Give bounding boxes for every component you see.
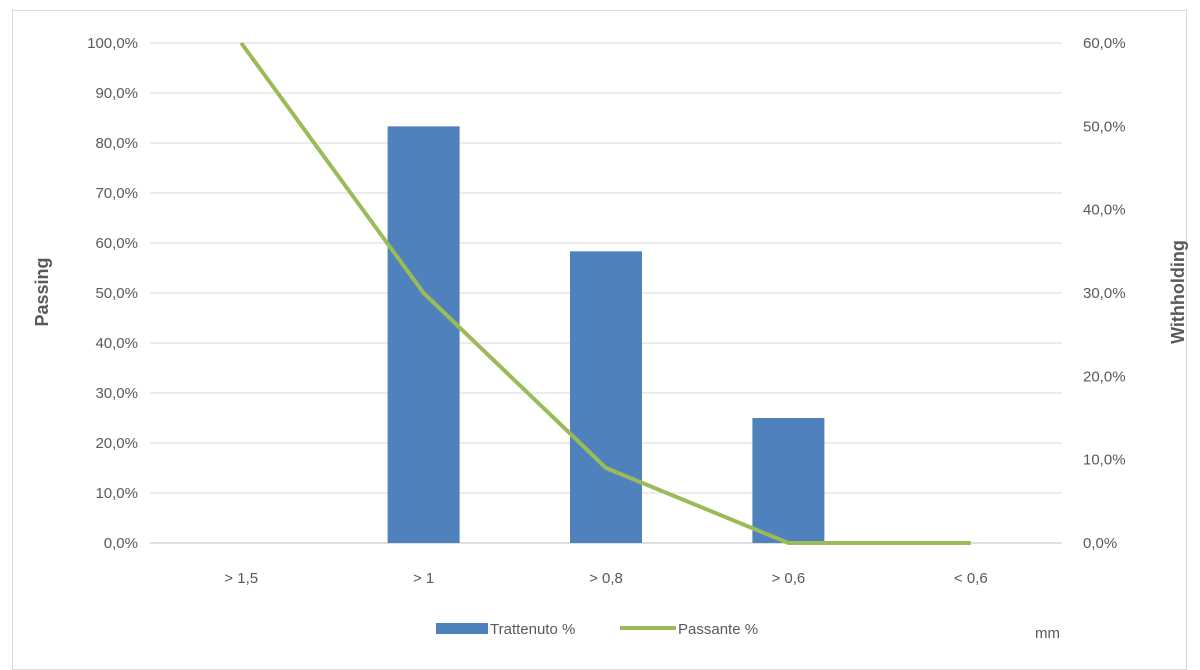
y-tick-label: 90,0%: [95, 85, 138, 102]
y-tick-label: 40,0%: [95, 335, 138, 352]
legend-label-trattenuto: Trattenuto %: [490, 621, 575, 638]
bar: [570, 251, 642, 544]
y-axis-title: Passing: [32, 257, 52, 326]
y-tick-label: 100,0%: [87, 35, 138, 52]
x-tick-label: > 1,5: [224, 570, 258, 587]
series-line: [239, 41, 971, 545]
y2-tick-label: 20,0%: [1083, 368, 1126, 385]
y2-axis-title: Withholding: [1168, 240, 1188, 344]
y-tick-label: 50,0%: [95, 285, 138, 302]
y-tick-label: 10,0%: [95, 485, 138, 502]
bar: [387, 126, 460, 543]
x-tick-label: < 0,6: [954, 570, 988, 587]
y2-tick-label: 60,0%: [1083, 35, 1126, 52]
y-tick-label: 70,0%: [95, 185, 138, 202]
x-axis-title: mm: [1035, 625, 1060, 642]
line-series-passante: [239, 41, 971, 545]
right-axis-ticks: 0,0% 10,0% 20,0% 30,0% 40,0% 50,0% 60,0%: [1083, 35, 1126, 552]
y-tick-label: 30,0%: [95, 385, 138, 402]
y2-tick-label: 0,0%: [1083, 535, 1117, 552]
y2-tick-label: 30,0%: [1083, 285, 1126, 302]
x-tick-label: > 0,8: [589, 570, 623, 587]
y-tick-label: 0,0%: [104, 535, 138, 552]
y2-tick-label: 50,0%: [1083, 118, 1126, 135]
bar: [752, 418, 825, 543]
left-axis-ticks: 0,0% 10,0% 20,0% 30,0% 40,0% 50,0% 60,0% 70,0% 8…: [87, 35, 138, 552]
legend-label-passante: Passante %: [678, 621, 758, 638]
bar-series-trattenuto: [387, 126, 825, 544]
y-tick-label: 60,0%: [95, 235, 138, 252]
legend: Trattenuto % Passante %: [436, 621, 758, 638]
x-axis-ticks: > 1,5 > 1 > 0,8 > 0,6 < 0,6: [224, 570, 987, 587]
legend-swatch-trattenuto: [436, 623, 488, 634]
x-tick-label: > 1: [413, 570, 434, 587]
x-tick-label: > 0,6: [772, 570, 806, 587]
y2-tick-label: 40,0%: [1083, 202, 1126, 219]
y-tick-label: 80,0%: [95, 135, 138, 152]
y-tick-label: 20,0%: [95, 435, 138, 452]
y2-tick-label: 10,0%: [1083, 452, 1126, 469]
